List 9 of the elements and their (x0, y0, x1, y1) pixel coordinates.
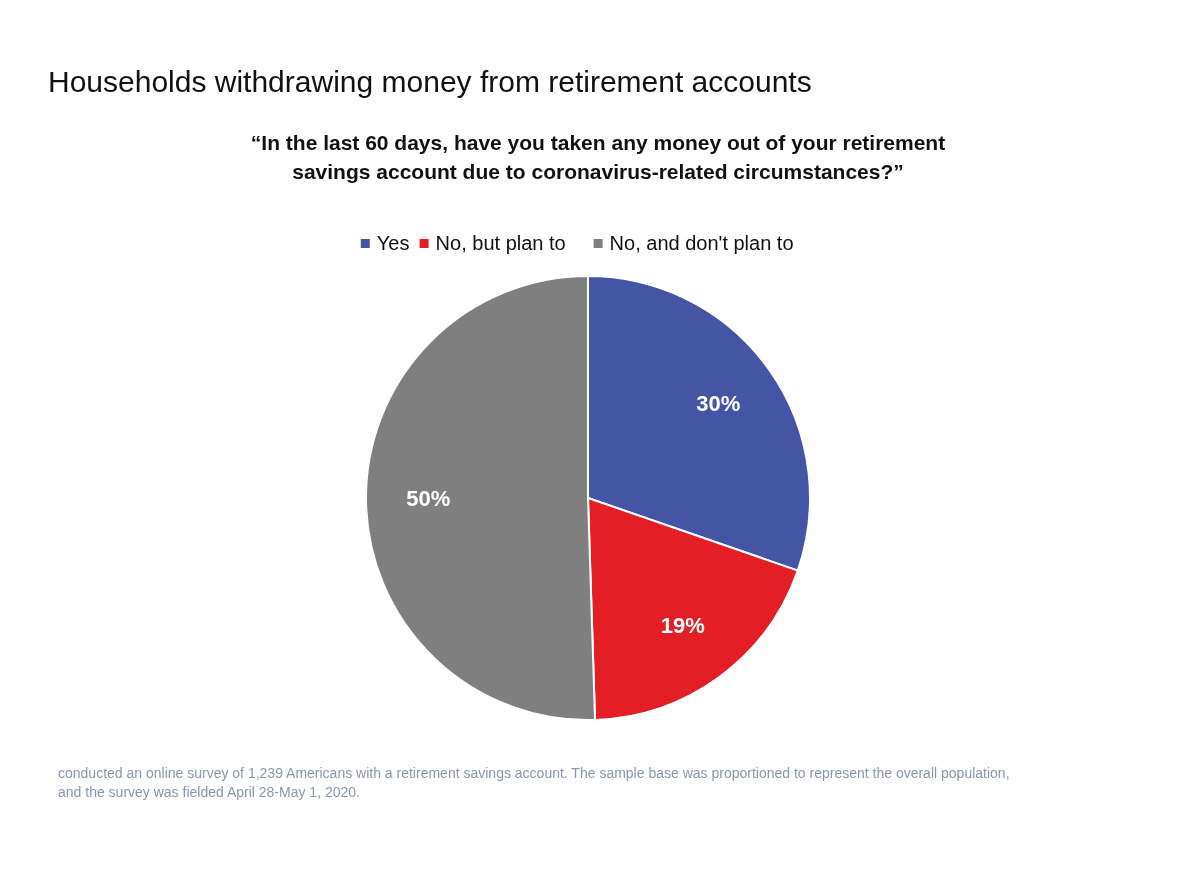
text: conducted an online survey of 1,239 Americans with a retirement savings account. The sample base was proportioned to represent the overall population, and the survey was fielded April 28-May 1, 2020. (58, 765, 1010, 800)
legend-label: Yes (376, 232, 410, 255)
data-label: 19% (660, 612, 705, 638)
chart-title: Households withdrawing money from retirement accounts (48, 65, 812, 98)
data-label: 30% (696, 391, 741, 417)
legend-label: No, and don't plan to (609, 232, 794, 255)
legend-label: No, but plan to (435, 232, 566, 255)
chart-subtitle: “In the last 60 days, have you taken any money out of your retirement savings account due to coronavirus-related circumstances?” (250, 131, 946, 183)
data-label: 50% (406, 486, 451, 512)
